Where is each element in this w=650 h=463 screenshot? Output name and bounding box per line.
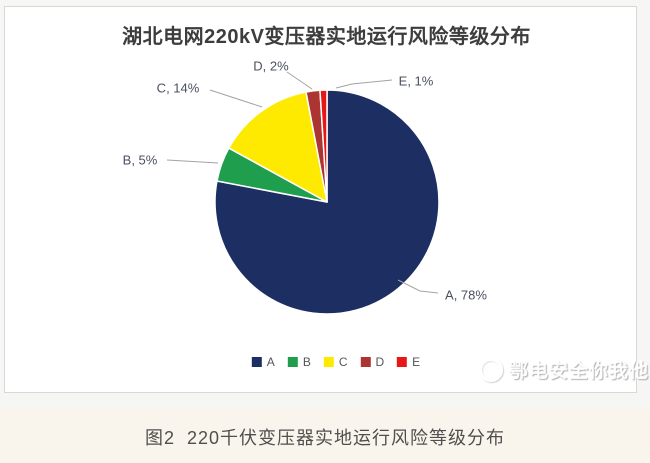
legend-item-a: A bbox=[251, 355, 275, 369]
figure-caption: 图2 220千伏变压器实地运行风险等级分布 bbox=[144, 428, 506, 448]
leader-line-e bbox=[335, 79, 393, 89]
pie-label-d: D, 2% bbox=[253, 58, 289, 74]
legend-swatch-e bbox=[397, 357, 408, 367]
leader-lines bbox=[166, 71, 439, 294]
legend-swatch-b bbox=[287, 357, 298, 367]
leader-line-c bbox=[209, 89, 263, 108]
pie-label-c: C, 14% bbox=[156, 80, 200, 96]
leader-line-a bbox=[397, 279, 439, 294]
legend-swatch-d bbox=[360, 357, 371, 367]
legend-label-b: B bbox=[302, 355, 311, 369]
legend-item-c: C bbox=[323, 355, 348, 369]
pie-slice-c bbox=[228, 91, 328, 203]
pie-label-b: B, 5% bbox=[122, 152, 158, 168]
chart-legend: A B C D E bbox=[251, 355, 420, 369]
legend-swatch-c bbox=[323, 357, 334, 367]
caption-band: 图2 220千伏变压器实地运行风险等级分布 bbox=[0, 407, 650, 463]
legend-item-d: D bbox=[360, 355, 385, 369]
chart-card: 湖北电网220kV变压器实地运行风险等级分布 bbox=[4, 6, 637, 393]
leader-line-d bbox=[286, 71, 313, 90]
legend-label-d: D bbox=[375, 355, 385, 369]
legend-item-b: B bbox=[287, 355, 311, 369]
chart-title: 湖北电网220kV变压器实地运行风险等级分布 bbox=[122, 26, 531, 48]
pie-slices bbox=[214, 89, 440, 315]
legend-label-e: E bbox=[412, 355, 421, 369]
legend-label-c: C bbox=[338, 355, 348, 369]
legend-label-a: A bbox=[266, 355, 275, 369]
legend-item-e: E bbox=[397, 355, 420, 369]
legend-swatch-a bbox=[251, 357, 262, 367]
pie-slice-e bbox=[319, 89, 328, 203]
leader-line-b bbox=[166, 159, 219, 164]
pie-label-e: E, 1% bbox=[398, 73, 434, 89]
pie-label-a: A, 78% bbox=[445, 287, 487, 303]
